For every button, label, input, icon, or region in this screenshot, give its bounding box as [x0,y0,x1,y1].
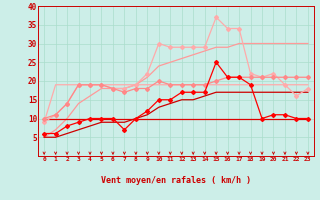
X-axis label: Vent moyen/en rafales ( km/h ): Vent moyen/en rafales ( km/h ) [101,176,251,185]
